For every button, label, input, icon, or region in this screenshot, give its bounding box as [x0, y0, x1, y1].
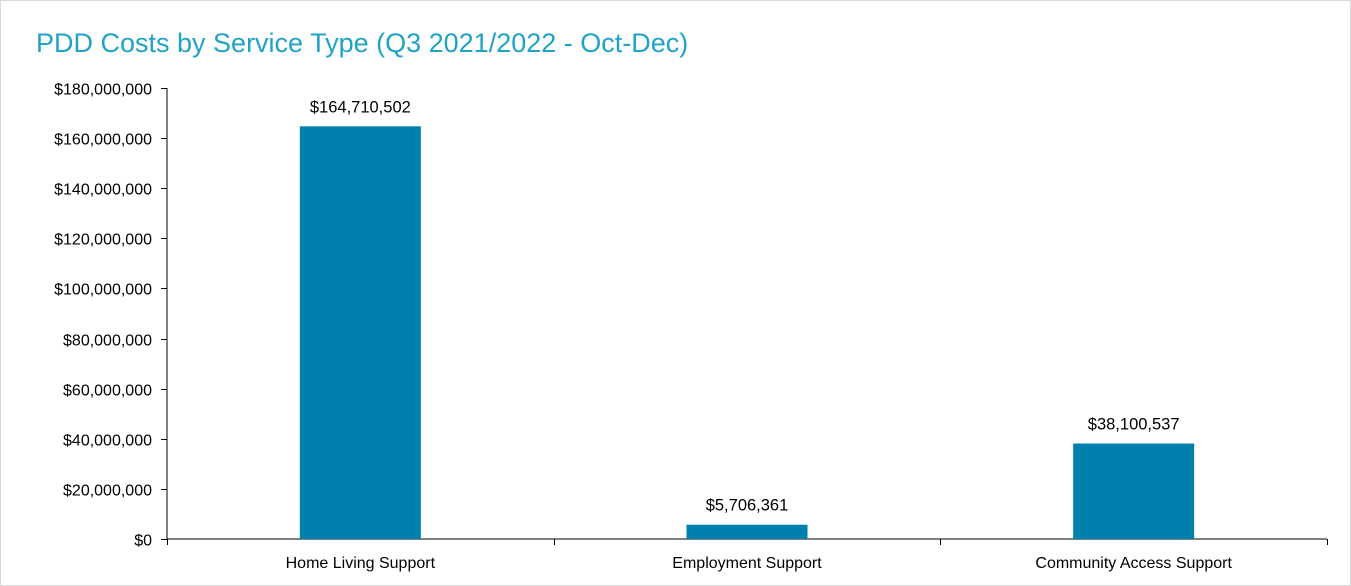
- y-tick-label: $40,000,000: [63, 433, 152, 450]
- chart-title: PDD Costs by Service Type (Q3 2021/2022 …: [36, 28, 689, 58]
- y-tick-label: $0: [134, 533, 152, 550]
- y-tick-label: $140,000,000: [54, 182, 152, 199]
- y-tick-label: $180,000,000: [54, 82, 152, 99]
- category-label: Employment Support: [672, 555, 822, 572]
- bar: [299, 126, 421, 539]
- data-label: $164,710,502: [310, 98, 411, 116]
- y-tick-label: $120,000,000: [54, 232, 152, 249]
- bar: [686, 524, 808, 539]
- y-tick-label: $100,000,000: [54, 282, 152, 299]
- category-label: Community Access Support: [1035, 555, 1232, 572]
- data-label: $38,100,537: [1088, 416, 1180, 434]
- y-tick-label: $160,000,000: [54, 132, 152, 149]
- y-tick-label: $60,000,000: [63, 383, 152, 400]
- data-label: $5,706,361: [706, 497, 789, 515]
- bar: [1073, 443, 1195, 539]
- y-tick-label: $80,000,000: [63, 333, 152, 350]
- y-tick-label: $20,000,000: [63, 483, 152, 500]
- category-label: Home Living Support: [286, 555, 436, 572]
